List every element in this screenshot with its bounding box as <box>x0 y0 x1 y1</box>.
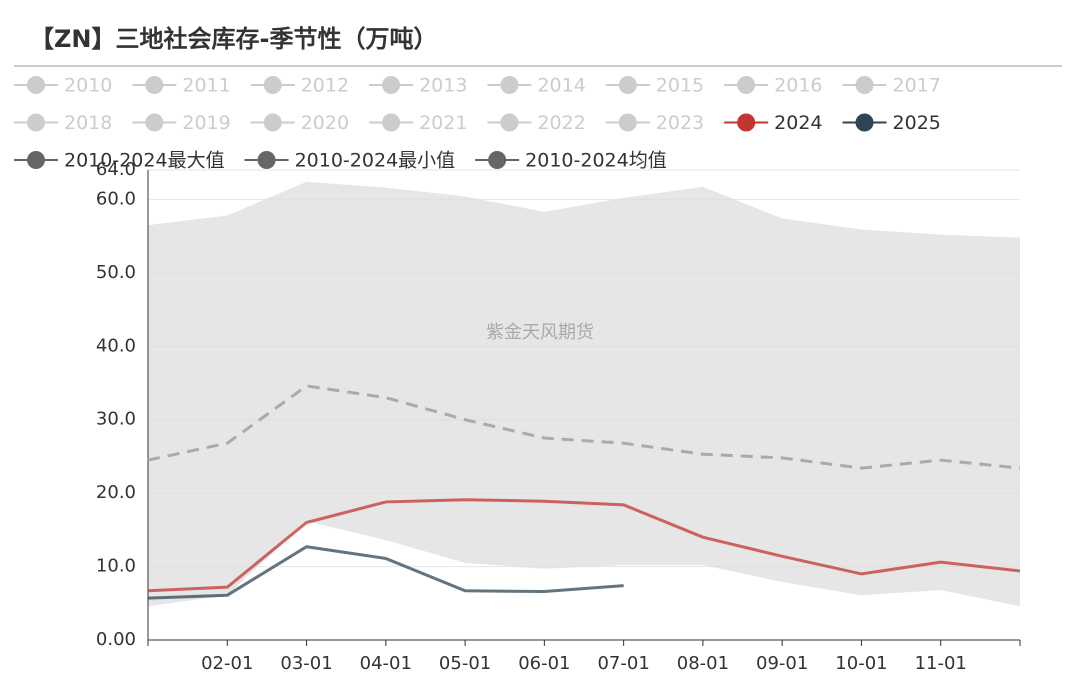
legend-label: 2015 <box>656 75 704 97</box>
chart-title: 【ZN】三地社会库存-季节性（万吨） <box>30 25 437 53</box>
x-tick-label: 02-01 <box>201 653 253 674</box>
legend-symbol <box>145 113 164 132</box>
y-tick-label: 64.0 <box>96 159 136 180</box>
legend-symbol <box>263 76 282 94</box>
legend-label: 2025 <box>893 112 941 134</box>
x-tick-label: 04-01 <box>360 653 412 674</box>
legend-label: 2017 <box>893 75 941 97</box>
legend-item[interactable]: 2022 <box>487 112 586 134</box>
band-min-cutout <box>148 521 1020 640</box>
series-line <box>147 545 624 600</box>
legend-item[interactable]: 2014 <box>487 75 586 97</box>
legend-symbol <box>737 76 756 94</box>
legend-symbol <box>855 76 874 94</box>
series-line <box>147 498 1021 593</box>
legend-label: 2018 <box>64 112 112 134</box>
legend-item[interactable]: 2016 <box>724 75 823 97</box>
y-tick-label: 20.0 <box>96 482 136 503</box>
x-tick-label: 06-01 <box>518 653 570 674</box>
legend-symbol <box>145 76 164 94</box>
legend-item[interactable]: 2012 <box>250 75 349 97</box>
legend-symbol <box>382 76 401 94</box>
legend-label: 2019 <box>182 112 230 134</box>
legend-symbol <box>618 76 637 94</box>
legend-label: 2010-2024最大值 <box>64 150 225 172</box>
legend-symbol <box>855 113 874 132</box>
legend-symbol <box>27 76 45 94</box>
legend-symbol <box>382 113 401 132</box>
legend-item[interactable]: 2010-2024均值 <box>475 150 667 172</box>
legend-symbol <box>737 113 756 132</box>
y-tick-label: 40.0 <box>96 335 136 356</box>
legend-label: 2023 <box>656 112 704 134</box>
legend-item[interactable]: 2013 <box>369 75 467 97</box>
legend-label: 2010-2024均值 <box>525 150 667 172</box>
legend-item[interactable]: 2010-2024最大值 <box>14 150 225 172</box>
legend-label: 2012 <box>301 75 349 97</box>
legend-label: 2016 <box>774 75 822 97</box>
legend-item[interactable]: 2017 <box>842 75 941 97</box>
legend-symbol <box>488 151 507 169</box>
y-tick-label: 60.0 <box>96 188 136 209</box>
x-tick-label: 10-01 <box>835 653 887 674</box>
legend-item[interactable]: 2024 <box>724 112 823 134</box>
legend-label: 2022 <box>537 112 585 134</box>
legend-label: 2021 <box>419 112 467 134</box>
y-tick-label: 10.0 <box>96 556 136 577</box>
x-tick-label: 05-01 <box>439 653 491 674</box>
y-tick-label: 30.0 <box>96 409 136 430</box>
legend-item[interactable]: 2010 <box>14 75 112 97</box>
legend-label: 2010-2024最小值 <box>295 150 456 172</box>
y-tick-label: 0.00 <box>96 629 136 650</box>
y-tick-label: 50.0 <box>96 262 136 283</box>
legend-symbol <box>27 151 45 169</box>
legend-label: 2013 <box>419 75 467 97</box>
legend-item[interactable]: 2021 <box>369 112 467 134</box>
legend-symbol <box>263 113 282 132</box>
legend-symbol <box>27 113 45 132</box>
watermark: 紫金天风期货 <box>486 322 594 343</box>
legend-item[interactable]: 2018 <box>14 112 112 134</box>
legend-label: 2010 <box>64 75 112 97</box>
legend-item[interactable]: 2011 <box>132 75 231 97</box>
x-tick-label: 11-01 <box>915 653 967 674</box>
legend-label: 2020 <box>301 112 349 134</box>
legend-item[interactable]: 2019 <box>132 112 231 134</box>
legend-item[interactable]: 2025 <box>842 112 941 134</box>
x-tick-label: 07-01 <box>597 653 649 674</box>
legend-label: 2014 <box>537 75 585 97</box>
legend-item[interactable]: 2010-2024最小值 <box>244 150 456 172</box>
legend-symbol <box>500 76 519 94</box>
legend-label: 2024 <box>774 112 822 134</box>
legend-symbol <box>500 113 519 132</box>
x-tick-label: 09-01 <box>756 653 808 674</box>
x-tick-label: 08-01 <box>677 653 729 674</box>
legend-item[interactable]: 2020 <box>250 112 349 134</box>
legend-item[interactable]: 2023 <box>605 112 704 134</box>
band-max-area <box>148 181 1020 640</box>
legend-item[interactable]: 2015 <box>605 75 704 97</box>
x-tick-label: 03-01 <box>280 653 332 674</box>
legend-symbol <box>257 151 276 169</box>
legend-symbol <box>618 113 637 132</box>
legend-label: 2011 <box>182 75 230 97</box>
average-line <box>147 384 1021 470</box>
